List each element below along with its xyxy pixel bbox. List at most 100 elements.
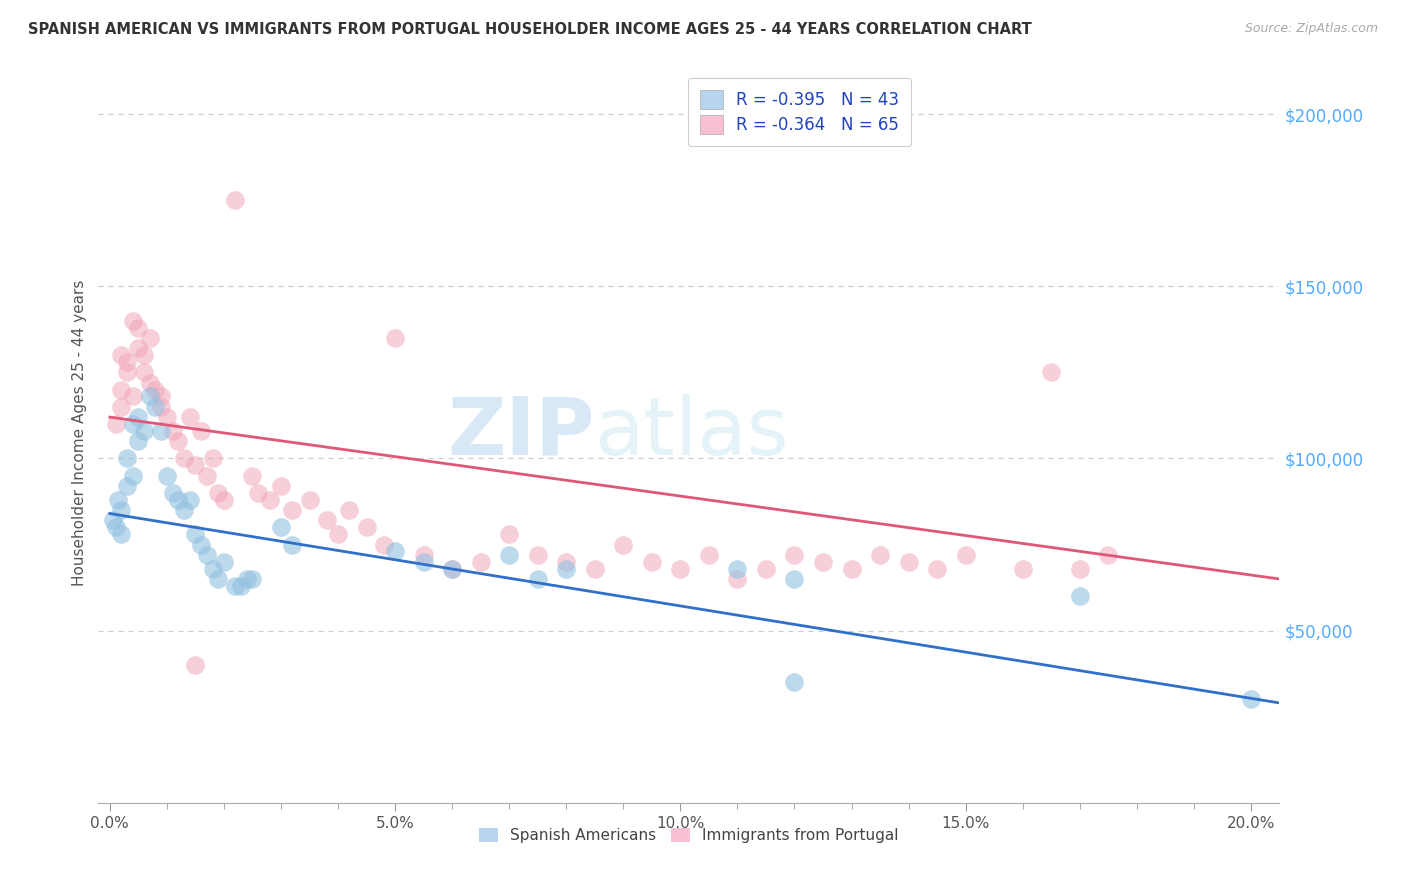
Point xyxy=(315,513,337,527)
Y-axis label: Householder Income Ages 25 - 44 years: Householder Income Ages 25 - 44 years xyxy=(72,279,87,586)
Point xyxy=(167,492,190,507)
Point xyxy=(121,468,143,483)
Point xyxy=(247,486,270,500)
Point xyxy=(583,561,606,575)
Point xyxy=(869,548,891,562)
Point xyxy=(207,486,229,500)
Point xyxy=(412,555,434,569)
Point xyxy=(115,479,138,493)
Point xyxy=(110,527,132,541)
Point xyxy=(162,424,184,438)
Point xyxy=(326,527,349,541)
Point xyxy=(201,561,224,575)
Point xyxy=(783,548,806,562)
Point xyxy=(927,561,949,575)
Point xyxy=(242,572,264,586)
Point xyxy=(156,410,179,425)
Text: SPANISH AMERICAN VS IMMIGRANTS FROM PORTUGAL HOUSEHOLDER INCOME AGES 25 - 44 YEA: SPANISH AMERICAN VS IMMIGRANTS FROM PORT… xyxy=(28,22,1032,37)
Point xyxy=(212,555,235,569)
Point xyxy=(139,376,162,390)
Point xyxy=(641,555,664,569)
Point xyxy=(498,527,520,541)
Point xyxy=(526,548,548,562)
Point xyxy=(555,555,578,569)
Point xyxy=(783,572,806,586)
Point xyxy=(110,348,132,362)
Point xyxy=(110,400,132,414)
Point xyxy=(555,561,578,575)
Point xyxy=(259,492,281,507)
Point xyxy=(1069,561,1091,575)
Point xyxy=(207,572,229,586)
Point xyxy=(441,561,464,575)
Point xyxy=(1069,589,1091,603)
Point xyxy=(184,658,207,673)
Point xyxy=(1040,365,1063,379)
Point xyxy=(110,503,132,517)
Point xyxy=(156,468,179,483)
Point xyxy=(145,400,167,414)
Point xyxy=(150,389,173,403)
Point xyxy=(1097,548,1119,562)
Point xyxy=(669,561,692,575)
Point xyxy=(897,555,920,569)
Point xyxy=(127,320,149,334)
Point xyxy=(373,537,395,551)
Point xyxy=(179,410,201,425)
Point xyxy=(356,520,378,534)
Point xyxy=(139,331,162,345)
Point xyxy=(115,451,138,466)
Point xyxy=(101,513,124,527)
Point xyxy=(224,193,246,207)
Point xyxy=(121,417,143,431)
Point xyxy=(412,548,434,562)
Point xyxy=(150,424,173,438)
Point xyxy=(190,424,212,438)
Point xyxy=(725,561,748,575)
Point xyxy=(470,555,492,569)
Point xyxy=(441,561,464,575)
Point xyxy=(107,492,129,507)
Point xyxy=(184,527,207,541)
Point xyxy=(236,572,259,586)
Text: atlas: atlas xyxy=(595,393,789,472)
Point xyxy=(755,561,778,575)
Point xyxy=(110,383,132,397)
Point xyxy=(132,424,155,438)
Point xyxy=(132,365,155,379)
Point xyxy=(127,410,149,425)
Point xyxy=(115,365,138,379)
Point xyxy=(229,579,252,593)
Point xyxy=(139,389,162,403)
Point xyxy=(212,492,235,507)
Point xyxy=(384,544,406,558)
Point xyxy=(179,492,201,507)
Point xyxy=(173,503,195,517)
Point xyxy=(162,486,184,500)
Point xyxy=(612,537,634,551)
Point xyxy=(127,341,149,355)
Point xyxy=(195,468,218,483)
Point xyxy=(145,383,167,397)
Point xyxy=(841,561,863,575)
Point xyxy=(1240,692,1263,706)
Point xyxy=(339,503,361,517)
Point xyxy=(115,355,138,369)
Point xyxy=(697,548,720,562)
Point xyxy=(104,520,127,534)
Point xyxy=(783,675,806,690)
Point xyxy=(150,400,173,414)
Point xyxy=(127,434,149,449)
Point xyxy=(184,458,207,473)
Point xyxy=(811,555,834,569)
Point xyxy=(270,520,292,534)
Point xyxy=(281,537,304,551)
Point xyxy=(1011,561,1033,575)
Text: ZIP: ZIP xyxy=(447,393,595,472)
Point xyxy=(173,451,195,466)
Point xyxy=(281,503,304,517)
Point xyxy=(201,451,224,466)
Point xyxy=(167,434,190,449)
Point xyxy=(121,314,143,328)
Point xyxy=(298,492,321,507)
